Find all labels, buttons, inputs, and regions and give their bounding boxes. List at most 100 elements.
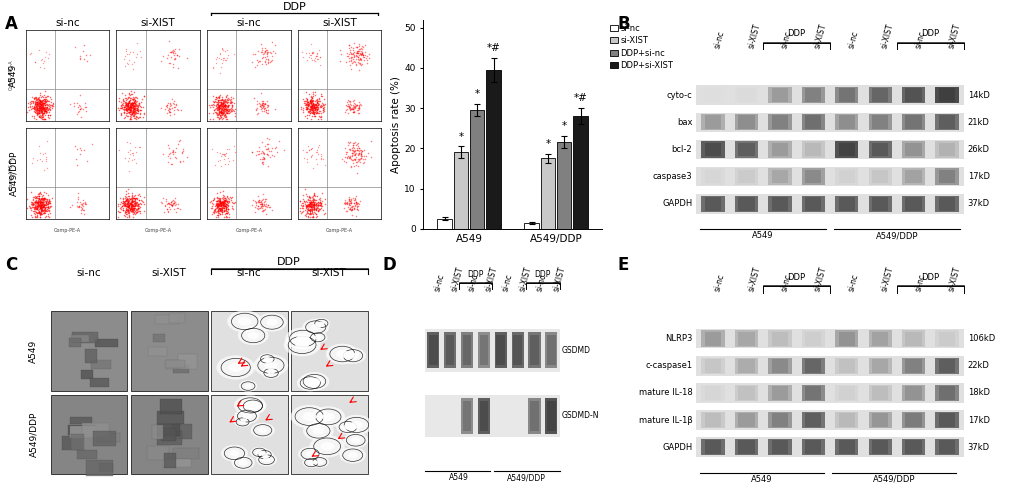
- Point: [36, 201, 52, 209]
- Bar: [835, 412, 858, 429]
- Point: [160, 203, 176, 211]
- Point: [24, 199, 41, 207]
- Point: [253, 48, 269, 56]
- Point: [23, 105, 40, 113]
- Point: [32, 104, 48, 112]
- Point: [215, 200, 231, 208]
- Point: [72, 105, 89, 113]
- Circle shape: [254, 355, 287, 376]
- Point: [127, 112, 144, 120]
- Point: [307, 202, 323, 210]
- Text: GAPDH: GAPDH: [661, 199, 692, 208]
- Point: [28, 192, 44, 200]
- Point: [31, 109, 47, 117]
- Point: [125, 99, 142, 107]
- Point: [40, 198, 56, 206]
- Bar: [934, 439, 958, 456]
- Point: [335, 157, 352, 165]
- Point: [348, 205, 365, 213]
- Point: [211, 197, 227, 205]
- Point: [34, 108, 50, 116]
- Point: [347, 62, 364, 69]
- Point: [345, 199, 362, 207]
- Point: [344, 141, 361, 149]
- Point: [125, 95, 142, 103]
- Bar: [166, 360, 179, 369]
- Point: [120, 205, 137, 213]
- Point: [210, 196, 226, 204]
- Point: [343, 149, 360, 157]
- Point: [348, 200, 365, 208]
- Point: [313, 102, 329, 110]
- Point: [210, 201, 226, 209]
- Point: [118, 199, 135, 207]
- Point: [248, 200, 264, 208]
- Bar: [934, 87, 958, 103]
- Point: [34, 113, 50, 121]
- Point: [124, 201, 141, 209]
- Point: [37, 107, 53, 115]
- Point: [221, 108, 237, 116]
- Point: [205, 63, 221, 71]
- Point: [40, 202, 56, 210]
- Point: [302, 193, 318, 201]
- Point: [37, 101, 53, 109]
- Point: [347, 149, 364, 157]
- Point: [118, 208, 135, 215]
- Point: [298, 202, 314, 210]
- Point: [160, 99, 176, 107]
- Point: [30, 97, 46, 105]
- Point: [28, 196, 44, 204]
- Bar: [461, 398, 473, 434]
- Point: [340, 102, 357, 110]
- Point: [207, 95, 223, 103]
- Point: [215, 99, 231, 107]
- Point: [217, 108, 233, 116]
- Point: [129, 108, 146, 116]
- Point: [299, 105, 315, 113]
- Point: [21, 102, 38, 110]
- Point: [32, 93, 48, 101]
- Point: [38, 108, 54, 116]
- Point: [212, 201, 228, 209]
- Point: [41, 108, 57, 116]
- Point: [20, 106, 37, 114]
- Point: [125, 204, 142, 212]
- Point: [113, 104, 129, 112]
- Point: [316, 105, 332, 113]
- Point: [219, 98, 235, 106]
- Point: [217, 149, 233, 157]
- Point: [220, 105, 236, 113]
- Bar: [801, 195, 824, 212]
- Point: [207, 108, 223, 116]
- Point: [211, 195, 227, 203]
- Point: [117, 199, 133, 207]
- Point: [125, 97, 142, 105]
- Point: [33, 204, 49, 212]
- Point: [38, 154, 54, 161]
- Point: [254, 107, 270, 115]
- Point: [303, 199, 319, 207]
- Point: [120, 199, 137, 207]
- Point: [41, 204, 57, 212]
- Point: [36, 195, 52, 203]
- Point: [304, 93, 320, 101]
- Point: [209, 201, 225, 209]
- Point: [211, 205, 227, 213]
- Point: [33, 97, 49, 105]
- Point: [306, 102, 322, 110]
- Point: [347, 141, 364, 149]
- Point: [304, 108, 320, 116]
- Bar: [867, 412, 891, 429]
- Point: [215, 56, 231, 64]
- Circle shape: [310, 435, 344, 457]
- Point: [165, 148, 181, 155]
- Point: [246, 94, 262, 102]
- Point: [299, 201, 315, 209]
- Point: [345, 108, 362, 116]
- Bar: [734, 87, 757, 103]
- Point: [312, 113, 328, 121]
- Point: [135, 199, 151, 207]
- Point: [217, 199, 233, 207]
- Point: [130, 208, 147, 215]
